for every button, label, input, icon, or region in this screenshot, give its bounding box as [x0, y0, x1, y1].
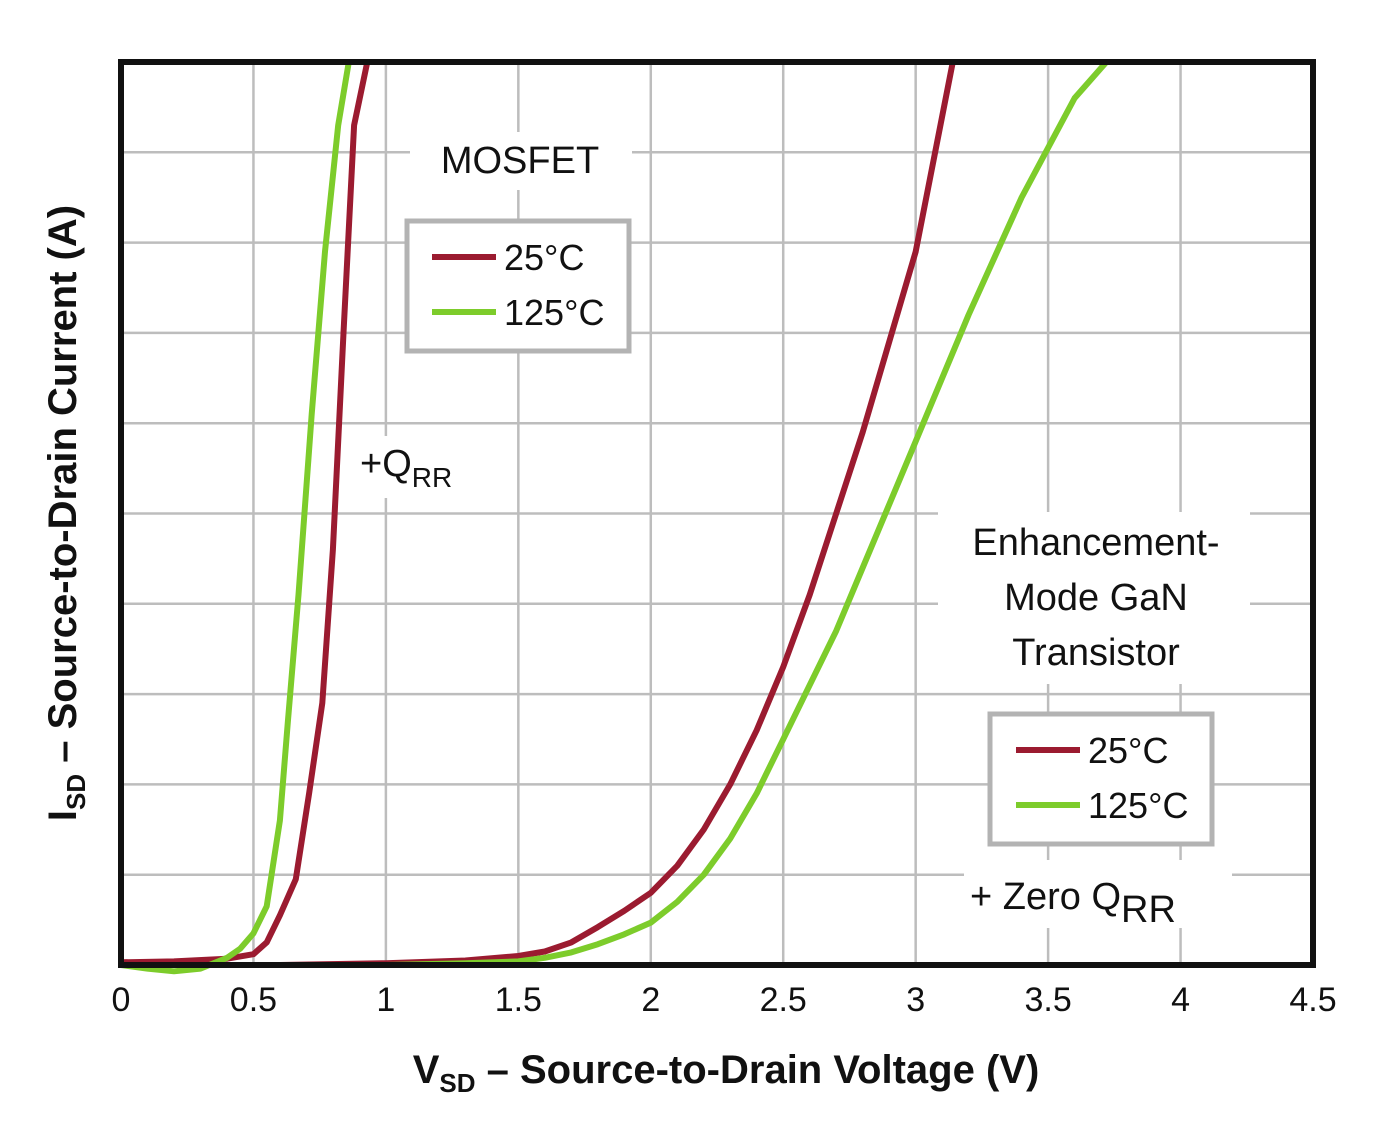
x-tick-label: 0.5: [230, 981, 277, 1019]
x-axis-title-main: V: [413, 1048, 440, 1092]
mosfet-title-bg: [410, 132, 632, 190]
series-line-gan-125: [385, 60, 1109, 968]
mosfet-legend: 25°C 125°C: [404, 218, 632, 354]
gan-legend: 25°C 125°C: [987, 711, 1215, 847]
gan-annotations: Enhancement- Mode GaN Transistor 25°C 12…: [938, 512, 1250, 931]
y-axis-title-main: I: [41, 810, 85, 821]
mosfet-note: +QRR: [360, 443, 452, 493]
series-line-gan-25: [279, 61, 956, 968]
mosfet-legend-label-125: 125°C: [504, 292, 604, 333]
x-tick-labels: 0 0.5 1 1.5 2 2.5 3 3.5 4 4.5: [112, 981, 1337, 1019]
gan-legend-box: [987, 711, 1215, 847]
x-tick-label: 1.5: [495, 981, 542, 1019]
mosfet-note-bg: [356, 436, 484, 498]
gan-note-bg: [964, 860, 1232, 928]
gan-note-main: + Zero Q: [970, 876, 1121, 918]
gan-note: + Zero QRR: [970, 876, 1176, 931]
x-tick-label: 2.5: [760, 981, 807, 1019]
mosfet-note-sub: RR: [412, 462, 452, 493]
mosfet-note-main: +Q: [360, 443, 412, 485]
x-tick-label: 2: [641, 981, 660, 1019]
gan-legend-label-25: 25°C: [1088, 730, 1168, 771]
x-tick-label: 4.5: [1289, 981, 1336, 1019]
mosfet-title: MOSFET: [441, 140, 599, 182]
y-axis-title: ISD – Source-to-Drain Current (A): [41, 205, 91, 821]
gan-note-sub: RR: [1121, 889, 1176, 931]
gan-legend-label-125: 125°C: [1088, 785, 1188, 826]
gan-title-line-1: Enhancement-: [972, 522, 1219, 564]
y-axis-title-sub: SD: [61, 774, 91, 810]
mosfet-legend-label-25: 25°C: [504, 237, 584, 278]
plot-frame: [118, 59, 1316, 968]
x-axis-title-rest: – Source-to-Drain Voltage (V): [476, 1048, 1040, 1092]
mosfet-legend-box: [404, 218, 632, 354]
mosfet-annotations: MOSFET +QRR 25°C 125°C: [356, 132, 632, 498]
series-line-mosfet-125: [120, 61, 352, 975]
x-axis-title: VSD – Source-to-Drain Voltage (V): [413, 1048, 1040, 1098]
y-axis-title-rest: – Source-to-Drain Current (A): [41, 205, 85, 774]
gan-title-line-2: Mode GaN: [1004, 577, 1188, 619]
x-tick-label: 4: [1171, 981, 1190, 1019]
gan-title-bg: [938, 512, 1250, 684]
x-tick-label: 3: [906, 981, 925, 1019]
series-layer: [120, 60, 1109, 975]
x-tick-label: 0: [112, 981, 131, 1019]
gan-title-line-3: Transistor: [1012, 632, 1180, 674]
x-tick-label: 3.5: [1024, 981, 1071, 1019]
x-axis-title-sub: SD: [439, 1068, 475, 1098]
x-tick-label: 1: [376, 981, 395, 1019]
